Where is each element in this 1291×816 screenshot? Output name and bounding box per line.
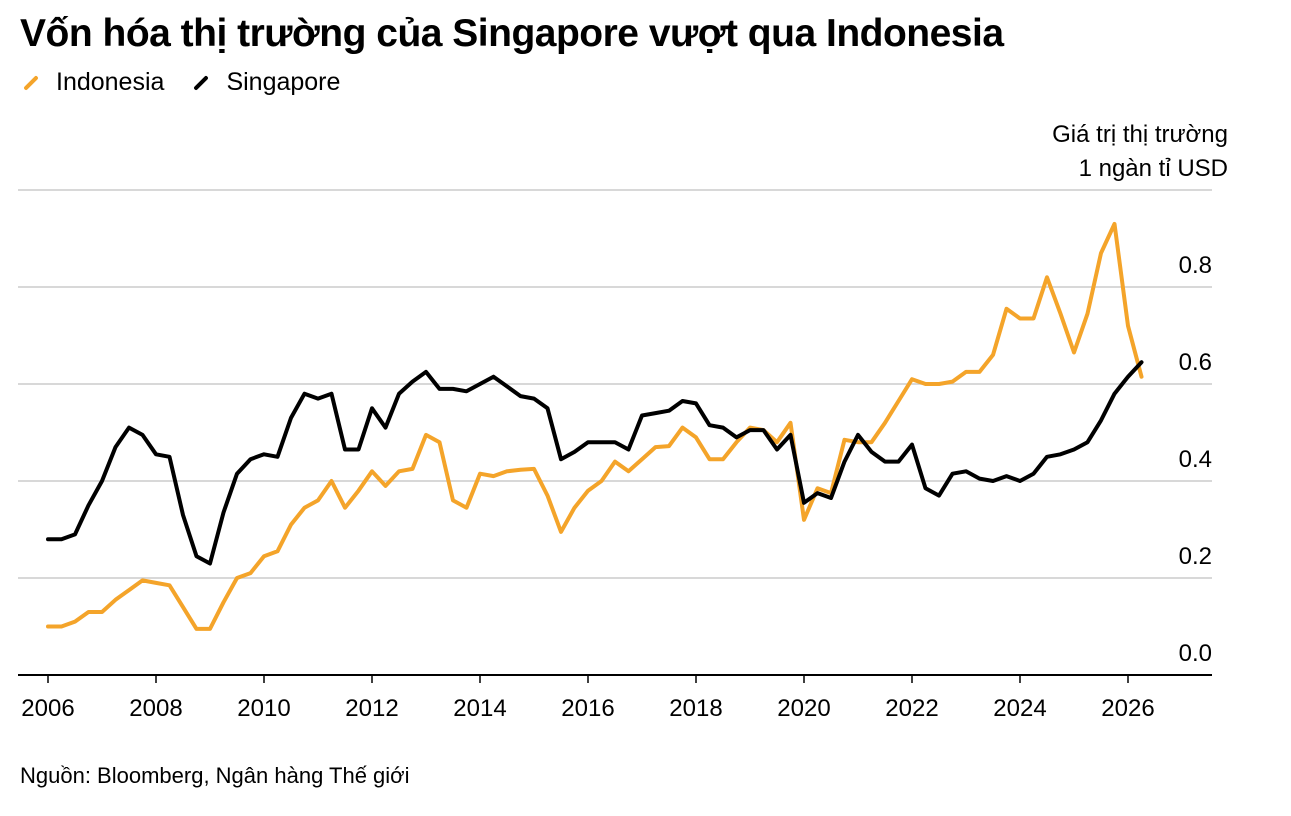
y-axis-unit-label: Giá trị thị trường 1 ngàn tỉ USD	[1052, 118, 1228, 186]
legend-item-indonesia: Indonesia	[22, 68, 164, 97]
x-tick-label: 2026	[1101, 695, 1154, 722]
y-tick-label: 0.8	[1179, 252, 1212, 279]
x-tick-label: 2016	[561, 695, 614, 722]
x-tick-label: 2012	[345, 695, 398, 722]
x-tick-label: 2006	[21, 695, 74, 722]
chart-title: Vốn hóa thị trường của Singapore vượt qu…	[20, 12, 1004, 55]
y-tick-label: 0.6	[1179, 349, 1212, 376]
x-tick-label: 2014	[453, 695, 506, 722]
legend-label-indonesia: Indonesia	[56, 68, 165, 96]
x-tick-label: 2022	[885, 695, 938, 722]
y-axis-unit-line-2: 1 ngàn tỉ USD	[1078, 155, 1228, 182]
series-line-singapore	[46, 360, 1144, 566]
x-tick-label: 2008	[129, 695, 182, 722]
x-tick-label: 2024	[993, 695, 1046, 722]
series-line-indonesia	[46, 221, 1144, 631]
legend-item-singapore: Singapore	[192, 68, 340, 97]
source-note: Nguồn: Bloomberg, Ngân hàng Thế giới	[20, 763, 410, 788]
y-axis-unit-line-1: Giá trị thị trường	[1052, 121, 1228, 148]
chart-legend: Indonesia Singapore	[22, 68, 368, 97]
legend-label-singapore: Singapore	[226, 68, 341, 96]
y-tick-label: 0.0	[1179, 640, 1212, 667]
x-tick-label: 2020	[777, 695, 830, 722]
y-tick-label: 0.4	[1179, 446, 1212, 473]
x-tick-label: 2010	[237, 695, 290, 722]
y-tick-label: 0.2	[1179, 543, 1212, 570]
x-tick-label: 2018	[669, 695, 722, 722]
